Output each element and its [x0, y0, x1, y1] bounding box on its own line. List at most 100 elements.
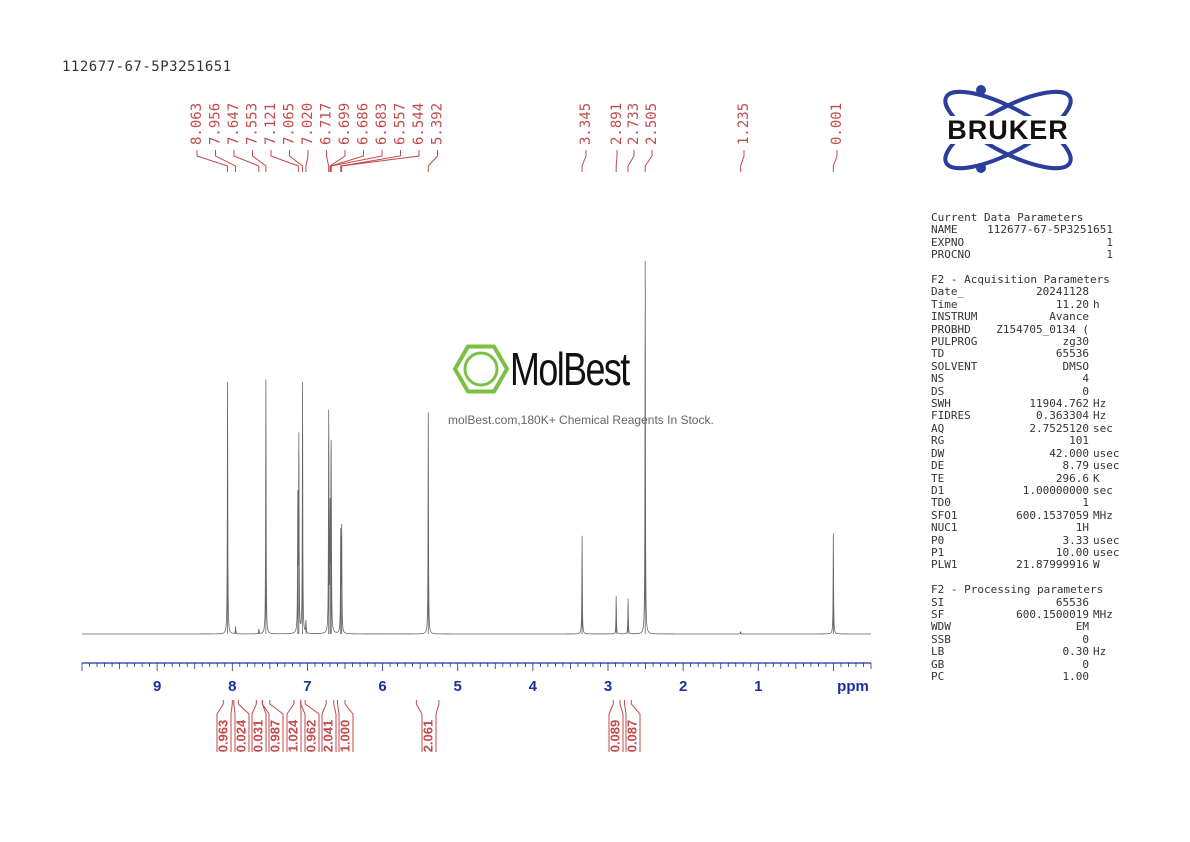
param-unit: Hz — [1093, 409, 1107, 423]
param-label: RG — [931, 434, 945, 448]
param-value: 8.79 — [1062, 459, 1090, 473]
peak-label-connector — [326, 150, 330, 172]
peak-label: 8.063 — [189, 103, 205, 145]
param-unit: h — [1093, 297, 1100, 311]
param-unit: Hz — [1093, 645, 1107, 659]
param-label: SSB — [931, 632, 951, 646]
param-label: P1 — [931, 545, 945, 559]
peak-label: 2.891 — [609, 103, 625, 145]
param-label: TD — [931, 347, 945, 361]
param-value: 65536 — [1055, 347, 1089, 361]
integral-value: 0.024 — [234, 719, 249, 752]
param-unit: MHz — [1093, 508, 1113, 522]
param-unit: K — [1093, 471, 1100, 485]
peak-label: 1.235 — [736, 103, 752, 145]
integral-bracket-left — [251, 700, 257, 752]
param-row: FIDRES 0.363304 Hz — [931, 409, 1121, 423]
integral-bracket-right — [630, 700, 641, 752]
param-value: 1H — [1075, 521, 1089, 535]
param-value: 600.1500019 — [1016, 607, 1089, 621]
param-row: PULPROG zg30 — [931, 335, 1121, 349]
integral-value: 1.024 — [286, 719, 301, 752]
peak-label-connector — [581, 150, 587, 172]
param-unit: usec — [1093, 446, 1120, 460]
param-label: GB — [931, 657, 945, 671]
param-value: 21.87999916 — [1016, 558, 1089, 572]
peak-label: 7.956 — [208, 103, 224, 145]
param-value: DMSO — [1062, 359, 1090, 373]
sample-title: 112677-67-5P3251651 — [62, 59, 232, 75]
param-row: LB 0.30 Hz — [931, 645, 1121, 659]
param-label: DE — [931, 459, 945, 473]
param-label: INSTRUM — [931, 310, 978, 324]
param-unit: MHz — [1093, 607, 1113, 621]
param-label: AQ — [931, 421, 945, 435]
param-row: TE 296.6 K — [931, 471, 1121, 485]
axis-tick-label: 5 — [454, 678, 462, 695]
integral-bracket-left — [624, 700, 627, 752]
param-label: DS — [931, 384, 945, 398]
peak-label-connector — [329, 150, 346, 172]
peak-label: 2.505 — [644, 103, 660, 145]
param-value: 0 — [1082, 384, 1089, 398]
peak-label-connector — [427, 150, 438, 172]
peak-label: 7.121 — [263, 103, 279, 145]
integral-value: 0.087 — [625, 720, 640, 753]
param-label: PROCNO — [931, 248, 971, 262]
integral-value: 2.041 — [321, 720, 336, 753]
param-label: NS — [931, 372, 945, 386]
peak-label-connector — [196, 150, 229, 172]
integral-bracket-left — [286, 700, 295, 752]
param-row: INSTRUM Avance — [931, 310, 1121, 324]
param-row: NAME 112677-67-5P3251651 — [931, 223, 1121, 237]
peak-label: 6.686 — [356, 103, 372, 145]
peak-label-connector — [289, 150, 304, 172]
peak-label-connector — [644, 150, 653, 172]
axis-tick-label: 3 — [604, 678, 612, 695]
param-label: TD0 — [931, 496, 951, 510]
axis-tick-label: 1 — [754, 678, 762, 695]
param-value: 1 — [1106, 235, 1113, 249]
molbest-hexagon-icon — [452, 344, 510, 394]
param-label: NAME — [931, 223, 958, 237]
peak-label-connector — [233, 150, 260, 172]
param-value: 42.000 — [1049, 446, 1089, 460]
param-row: AQ 2.7525120 sec — [931, 421, 1121, 435]
param-row: TD 65536 — [931, 347, 1121, 361]
param-value: Z154705_0134 ( — [996, 322, 1089, 336]
peak-label-connector — [740, 150, 745, 172]
param-value: zg30 — [1062, 335, 1090, 349]
peak-label-connector — [832, 150, 838, 172]
integral-bracket-right — [304, 700, 320, 752]
bruker-logo: BRUKER — [925, 85, 1091, 173]
integral-bracket-right — [237, 700, 250, 752]
param-row: SSB 0 — [931, 632, 1121, 646]
integral-bracket-left — [233, 700, 236, 752]
param-label: SWH — [931, 397, 951, 411]
param-value: 65536 — [1055, 595, 1089, 609]
param-row: SWH 11904.762 Hz — [931, 397, 1121, 411]
param-label: Date_ — [931, 285, 965, 299]
param-label: SI — [931, 595, 945, 609]
param-label: LB — [931, 645, 945, 659]
integral-value: 2.061 — [421, 720, 436, 753]
integral-bracket-right — [619, 700, 624, 752]
param-section-title: Current Data Parameters — [931, 211, 1084, 224]
param-row: P1 10.00 usec — [931, 545, 1121, 559]
integral-value: 0.987 — [268, 720, 283, 753]
integral-value: 1.000 — [338, 720, 353, 753]
param-row: DW 42.000 usec — [931, 446, 1121, 460]
param-unit: sec — [1093, 421, 1113, 435]
param-value: Avance — [1049, 310, 1089, 324]
param-row: SI 65536 — [931, 595, 1121, 609]
peak-label: 6.557 — [393, 103, 409, 145]
param-row: WDW EM — [931, 620, 1121, 633]
peak-label: 6.699 — [337, 103, 353, 145]
peak-label-connector — [270, 150, 299, 172]
integral-value: 0.963 — [216, 720, 231, 753]
param-label: PC — [931, 670, 945, 683]
param-row: SFO1 600.1537059 MHz — [931, 508, 1121, 522]
param-value: 1.00 — [1062, 670, 1090, 683]
param-value: 0.363304 — [1036, 409, 1089, 423]
peak-label-connector — [340, 150, 401, 172]
